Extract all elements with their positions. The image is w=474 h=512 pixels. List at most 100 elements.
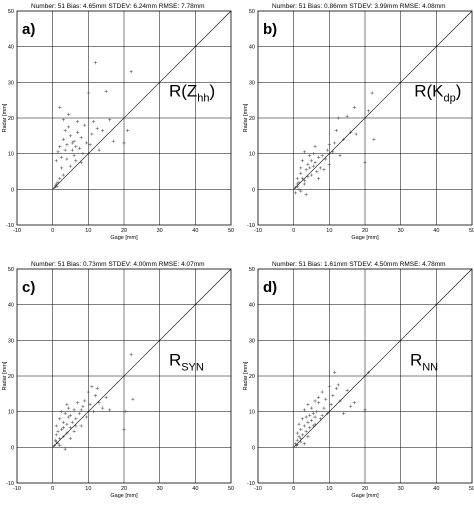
data-point [79,408,83,412]
y-tick-label: 30 [8,338,14,344]
stat-bias: Bias: 4.65mm [67,3,107,10]
y-tick-label: 40 [8,303,14,309]
data-point [61,426,65,430]
data-point [311,411,315,416]
data-point [65,143,69,147]
data-point [309,406,314,410]
data-point [299,436,303,441]
y-tick-label: 0 [11,445,14,451]
y-tick-label: 20 [8,116,14,122]
data-point [74,417,78,421]
data-point [56,150,60,154]
x-tick-label: 0 [292,486,295,492]
data-point [302,424,306,428]
data-point [61,435,65,439]
data-point [129,70,133,74]
data-point [349,404,353,408]
stat-bias: Bias: 1.61mm [308,261,348,268]
data-point [329,402,333,407]
x-tick-label: 50 [469,228,474,234]
data-point [372,137,376,141]
method-label: R(Zhh) [169,82,215,105]
data-point [72,139,76,143]
data-point [320,153,324,158]
y-tick-label: 50 [8,267,14,273]
data-point [54,433,58,437]
data-point [52,185,57,190]
data-point [97,148,101,152]
y-tick-label: 0 [11,187,14,193]
data-point [125,128,130,133]
data-point [81,404,85,408]
data-point [58,144,62,149]
data-point [299,189,303,193]
y-tick-label: 0 [252,187,255,193]
data-point [72,153,76,158]
y-tick-label: 10 [8,152,14,158]
data-point [68,134,73,138]
data-point [74,424,78,428]
y-axis-label: Radar [mm] [243,103,249,132]
data-point [54,182,58,186]
x-tick-label: 20 [121,228,127,234]
data-point [79,160,83,165]
method-base: R [169,350,181,369]
data-point [313,144,317,149]
data-point [76,401,80,405]
data-point [306,420,310,424]
data-point [67,125,71,129]
stat-rmse: RMSE: 7.78mm [159,3,205,10]
stat-number: Number: 51 [272,3,306,10]
data-point [309,173,314,177]
data-point [104,395,108,399]
x-tick-label: 30 [157,486,163,492]
data-point [55,184,59,189]
data-point [304,168,308,172]
data-point [325,148,330,152]
method-label: RNN [410,350,438,373]
data-point [363,160,367,165]
data-point [327,143,331,147]
data-point [54,159,58,163]
data-point [93,394,98,398]
data-point [84,415,89,419]
y-axis-label: Radar [mm] [2,103,8,132]
x-tick-label: 40 [433,486,439,492]
data-point [86,390,90,394]
data-point [56,442,60,446]
data-point [331,150,335,154]
data-point [63,128,67,133]
data-point [308,153,312,158]
data-point [297,180,301,184]
one-to-one-line [293,268,473,448]
data-point [338,153,342,158]
data-point [299,171,303,175]
stats-line: Number: 51 Bias: 4.65mm STDEV: 6.24mm RM… [31,3,205,10]
data-point [311,424,315,428]
data-point [92,119,96,124]
data-point [352,401,356,405]
data-point [308,166,312,170]
x-tick-label: 40 [192,228,198,234]
data-point [317,177,321,181]
method-subscript: SYN [181,361,204,373]
panel-letter: c) [22,279,35,296]
plot-frame [257,268,473,484]
data-point [300,433,305,437]
data-point [306,402,310,407]
data-point [315,169,319,174]
x-tick-label: 10 [85,228,91,234]
stats-line: Number: 51 Bias: 1.61mm STDEV: 4.50mm RM… [272,261,446,268]
y-tick-label: 10 [249,410,255,416]
x-tick-label: 40 [192,486,198,492]
data-point [313,422,317,426]
data-point [131,397,135,401]
data-point [122,427,126,432]
stat-number: Number: 51 [31,3,65,10]
data-point [322,168,326,172]
data-point [342,411,346,416]
y-tick-label: -10 [6,223,14,229]
data-point [302,150,306,154]
data-point [68,436,73,441]
data-point [68,426,73,430]
